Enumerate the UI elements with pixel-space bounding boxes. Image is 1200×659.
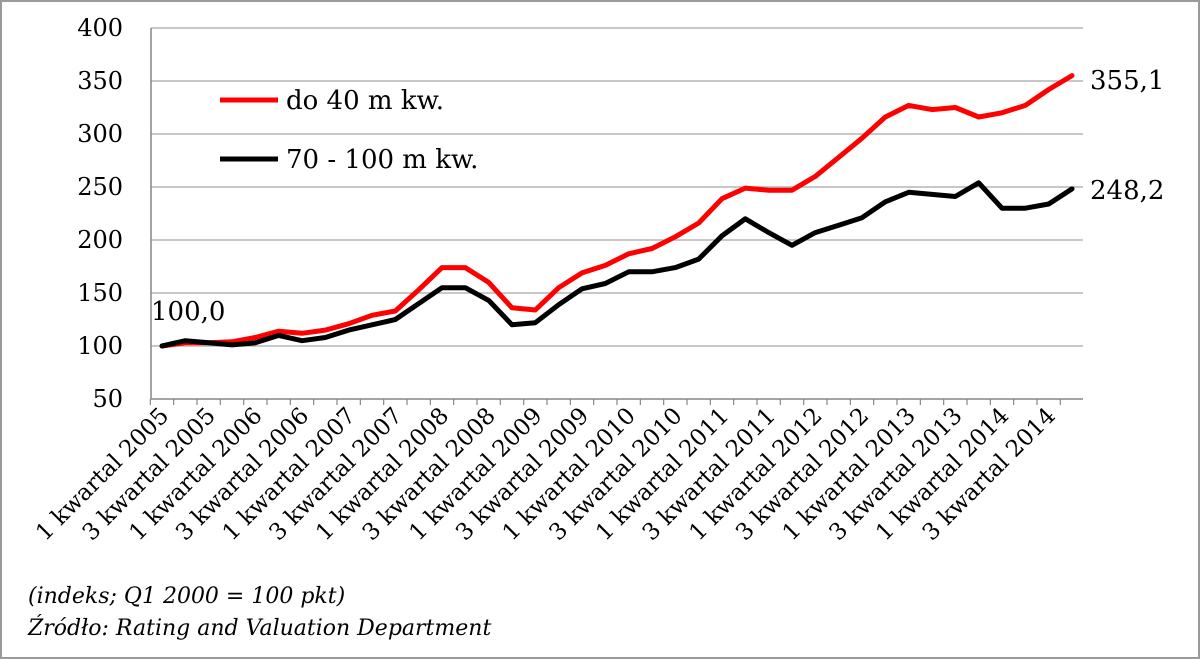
y-tick-label-100: 100: [77, 332, 123, 360]
legend-label-do-40: do 40 m kw.: [286, 86, 444, 116]
y-axis-ticks: 50 100 150 200 250 300 350 400: [77, 14, 123, 413]
gridlines: [151, 27, 1083, 347]
y-tick-label-350: 350: [77, 67, 123, 95]
index-note: (indeks; Q1 2000 = 100 pkt): [28, 584, 346, 609]
y-tick-label-150: 150: [77, 279, 123, 307]
y-tick-label-400: 400: [77, 14, 123, 42]
series-line-do-40-m-kw: [159, 73, 1075, 349]
end-value-label-black: 248,2: [1090, 176, 1164, 206]
start-value-label: 100,0: [151, 297, 225, 327]
series-line-70-100-m-kw: [159, 180, 1075, 349]
y-tick-label-300: 300: [77, 120, 123, 148]
series-lines: [159, 73, 1075, 349]
x-axis: [150, 28, 1083, 400]
legend: do 40 m kw. 70 - 100 m kw.: [220, 86, 478, 175]
y-tick-label-200: 200: [77, 226, 123, 254]
y-tick-label-250: 250: [77, 173, 123, 201]
source-note: Źródło: Rating and Valuation Department: [28, 616, 492, 641]
legend-label-70-100: 70 - 100 m kw.: [286, 145, 478, 175]
y-tick-label-50: 50: [92, 385, 123, 413]
end-value-label-red: 355,1: [1090, 66, 1164, 96]
